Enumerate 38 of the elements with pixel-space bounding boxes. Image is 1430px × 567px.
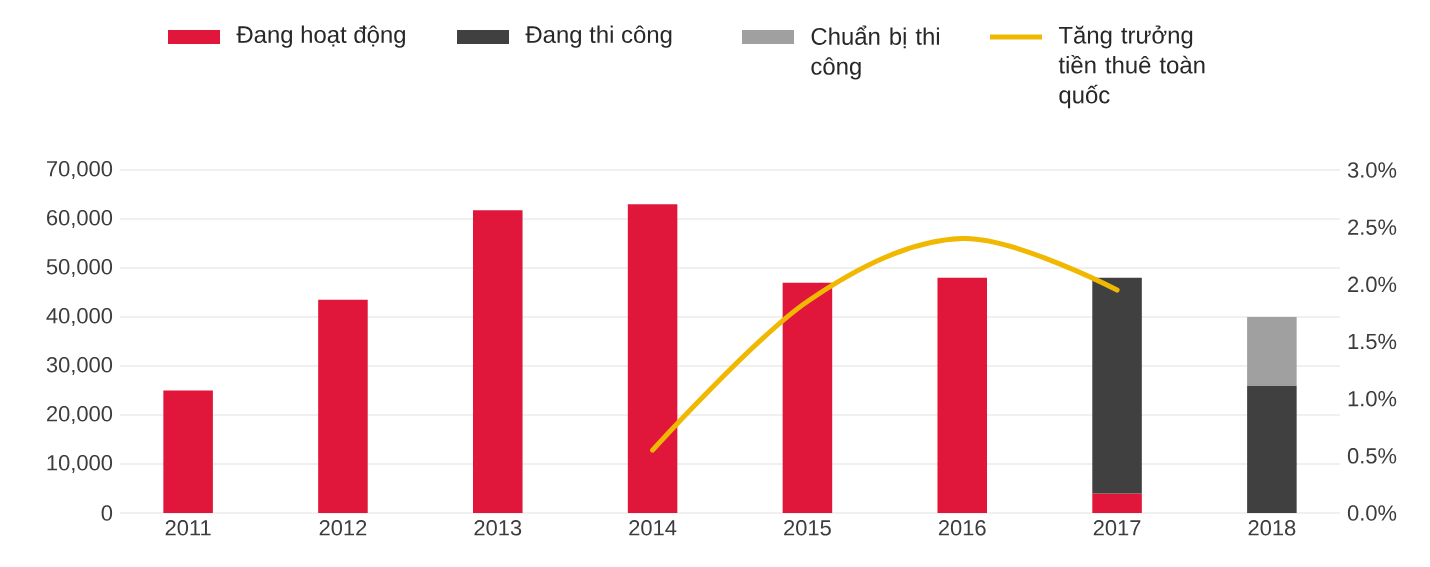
bar [782, 282, 833, 513]
y2-tick-label: 2.0% [1348, 276, 1397, 293]
y2-tick-label: 0.5% [1347, 448, 1397, 464]
bar [627, 204, 678, 513]
y-tick-label: 60,000 [47, 209, 113, 229]
bar [1247, 385, 1297, 513]
bar [937, 277, 988, 513]
bar [1247, 317, 1297, 386]
bar [1092, 277, 1142, 494]
y-tick-label: 0 [101, 505, 113, 521]
x-tick-label: 2017 [1093, 520, 1141, 536]
x-tick-label: 2011 [165, 520, 211, 536]
x-tick-label: 2013 [474, 520, 522, 536]
y-tick-label: 70,000 [47, 160, 113, 180]
bar [1092, 493, 1142, 513]
y2-tick-label: 2.5% [1348, 219, 1397, 235]
x-tick-label: 2016 [938, 520, 986, 536]
legend-label: Đang hoạt động [236, 25, 405, 48]
bar [473, 210, 523, 513]
line-series [650, 236, 1120, 453]
x-tick-label: 2014 [629, 520, 677, 536]
x-tick-label: 2012 [319, 520, 367, 536]
y-tick-label: 10,000 [47, 454, 113, 474]
x-tick-label: 2018 [1248, 520, 1296, 536]
y2-tick-label: 1.0% [1348, 390, 1397, 407]
legend-label: Chuẩn bị thi công [811, 25, 939, 80]
y-tick-label: 50,000 [46, 258, 113, 278]
y-tick-label: 30,000 [46, 356, 113, 376]
legend-label: Đang thi công [525, 25, 672, 48]
y2-tick-label: 3.0% [1347, 162, 1397, 178]
bar [318, 299, 368, 513]
y-tick-label: 20,000 [47, 405, 113, 425]
y2-tick-label: 1.5% [1348, 333, 1397, 350]
legend-label: Tăng trưởng tiền thuê toàn quốc [1058, 25, 1205, 109]
x-tick-label: 2015 [784, 520, 831, 536]
y2-tick-label: 0.0% [1347, 505, 1397, 521]
y-tick-label: 40,000 [46, 307, 113, 327]
bar [163, 390, 213, 513]
